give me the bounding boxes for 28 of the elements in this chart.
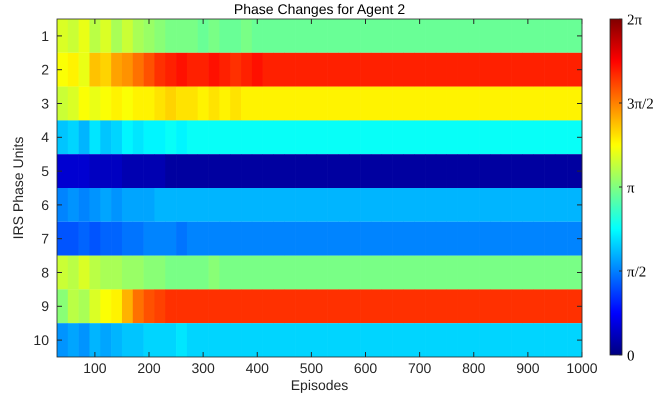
x-tick-label: 400 (246, 360, 270, 376)
x-tick-label: 900 (516, 360, 540, 376)
y-axis-title: IRS Phase Units (10, 136, 26, 240)
y-tick-label: 5 (41, 163, 50, 179)
y-tick-label: 2 (41, 62, 50, 78)
y-tick-label: 6 (41, 196, 50, 213)
color-bar-label: 0 (627, 348, 634, 364)
y-tick-label: 10 (33, 332, 50, 348)
y-tick-label: 4 (41, 129, 50, 146)
x-tick-label: 300 (191, 360, 216, 376)
color-bar-label: π (627, 180, 635, 196)
x-axis-title: Episodes (290, 377, 348, 393)
x-tick-label: 500 (300, 360, 324, 376)
y-tick-label: 9 (41, 298, 50, 314)
color-bar-label: 3π/2 (627, 96, 654, 112)
x-tick-label: 600 (354, 360, 378, 376)
x-tick-label: 800 (462, 360, 486, 376)
y-tick-label: 7 (41, 230, 50, 247)
x-tick-label: 700 (408, 360, 432, 376)
color-bar-label: π/2 (627, 264, 646, 280)
x-tick-label: 100 (83, 360, 107, 376)
color-bar-label: 2π (627, 12, 642, 28)
y-tick-label: 3 (41, 95, 50, 112)
chart-title: Phase Changes for Agent 2 (234, 1, 406, 17)
x-tick-label: 1000 (566, 360, 598, 376)
x-tick-label: 200 (137, 360, 161, 376)
y-tick-label: 8 (41, 264, 50, 280)
y-tick-label: 1 (41, 28, 50, 44)
